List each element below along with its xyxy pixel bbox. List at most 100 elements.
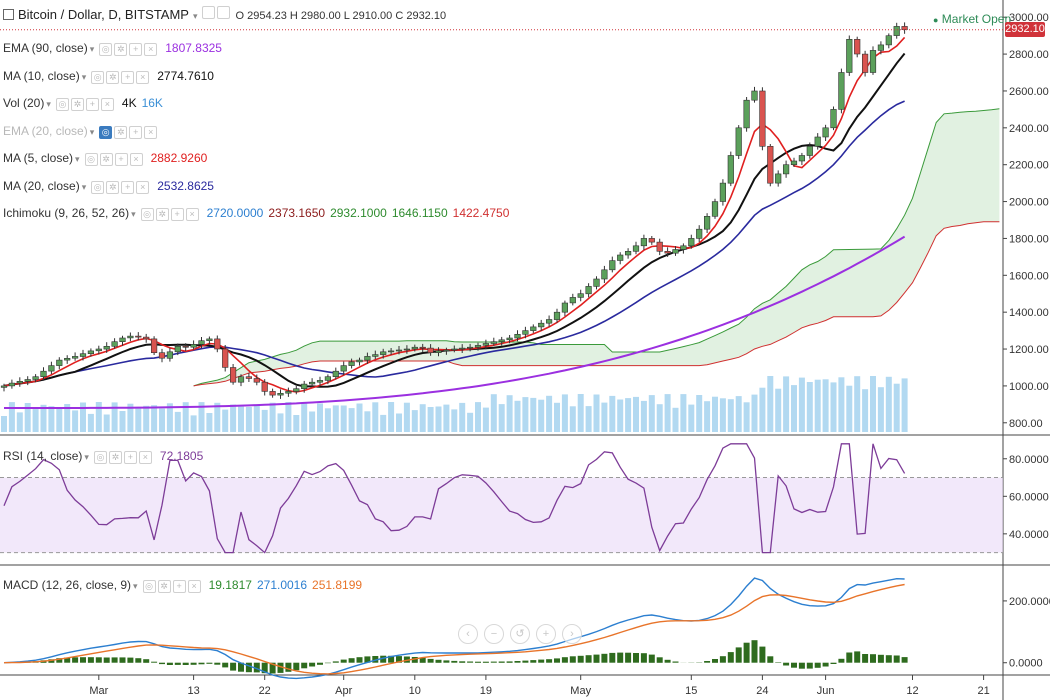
add-icon[interactable]: + bbox=[170, 208, 184, 222]
volume-bar bbox=[72, 410, 79, 432]
add-icon[interactable]: + bbox=[121, 70, 135, 84]
eye-icon[interactable]: ◎ bbox=[55, 98, 69, 112]
indicator-legend[interactable]: Ichimoku (9, 26, 52, 26) ▾ ◎ ✲ + × 2720.0000 23… bbox=[3, 205, 514, 222]
eye-icon[interactable]: ◎ bbox=[140, 208, 154, 222]
macd-histogram-bar bbox=[159, 662, 165, 665]
indicator-legend[interactable]: MA (10, close) ▾ ◎ ✲ + × 2774.7610 bbox=[3, 68, 219, 85]
settings-icon[interactable]: ✲ bbox=[157, 580, 171, 594]
settings-icon[interactable]: ✲ bbox=[114, 43, 128, 57]
volume-bar bbox=[727, 399, 734, 432]
macd-histogram-bar bbox=[87, 657, 94, 663]
close-icon[interactable]: × bbox=[187, 580, 201, 594]
settings-icon[interactable] bbox=[216, 6, 230, 19]
scroll-left-icon[interactable]: ‹ bbox=[458, 624, 478, 644]
close-icon[interactable]: × bbox=[144, 43, 158, 57]
candle-body bbox=[293, 388, 300, 392]
macd-histogram-bar bbox=[127, 657, 134, 663]
candle-body bbox=[601, 269, 608, 280]
close-icon[interactable]: × bbox=[100, 98, 114, 112]
volume-bar bbox=[798, 377, 805, 432]
macd-value: 19.1817 bbox=[208, 578, 252, 592]
candle-body bbox=[585, 286, 592, 295]
close-icon[interactable]: × bbox=[185, 208, 199, 222]
indicator-legend[interactable]: Vol (20) ▾ ◎ ✲ + × 4K 16K bbox=[3, 95, 168, 112]
settings-icon[interactable]: ✲ bbox=[155, 208, 169, 222]
macd-histogram-bar bbox=[585, 655, 592, 663]
chevron-down-icon[interactable]: ▾ bbox=[89, 44, 95, 54]
chevron-down-icon[interactable]: ▾ bbox=[75, 154, 80, 164]
indicator-legend[interactable]: EMA (90, close) ▾ ◎ ✲ + × 1807.8325 bbox=[3, 40, 227, 57]
macd-histogram-bar bbox=[427, 658, 434, 663]
eye-icon[interactable]: ◎ bbox=[93, 451, 107, 465]
candle-body bbox=[885, 35, 892, 46]
chevron-down-icon[interactable]: ▾ bbox=[81, 71, 87, 82]
macd-histogram-bar bbox=[506, 661, 513, 663]
volume-bar bbox=[427, 407, 434, 432]
candle-body bbox=[435, 350, 442, 353]
volume-bar bbox=[364, 411, 371, 432]
scroll-right-icon[interactable]: › bbox=[562, 624, 582, 644]
volume-bar bbox=[862, 389, 869, 432]
eye-icon[interactable]: ◎ bbox=[142, 580, 156, 594]
indicator-legend[interactable]: MA (5, close) ▾ ◎ ✲ + × 2882.9260 bbox=[3, 150, 212, 167]
volume-bar bbox=[577, 394, 584, 432]
candle-body bbox=[830, 109, 837, 129]
volume-bar bbox=[309, 411, 316, 432]
settings-icon[interactable]: ✲ bbox=[99, 153, 113, 167]
volume-bar bbox=[522, 397, 529, 432]
close-icon[interactable]: × bbox=[136, 180, 150, 194]
close-icon[interactable]: × bbox=[129, 153, 143, 167]
rsi-legend[interactable]: RSI (14, close) ▾ ◎ ✲ + × 72.1805 bbox=[3, 449, 204, 465]
indicator-legend[interactable]: EMA (20, close) ▾ ◎ ✲ + × bbox=[3, 123, 165, 140]
eye-icon[interactable]: ◎ bbox=[99, 43, 113, 57]
volume-bar bbox=[119, 411, 126, 432]
add-icon[interactable]: + bbox=[129, 43, 143, 57]
volume-bar bbox=[475, 402, 481, 432]
eye-icon[interactable]: ◎ bbox=[84, 153, 98, 167]
reset-icon[interactable]: ↺ bbox=[510, 624, 530, 644]
candle-body bbox=[135, 335, 142, 338]
collapse-icon[interactable] bbox=[3, 9, 14, 20]
indicator-legend[interactable]: MA (20, close) ▾ ◎ ✲ + × 2532.8625 bbox=[3, 178, 219, 195]
candle-body bbox=[609, 260, 616, 271]
macd-legend[interactable]: MACD (12, 26, close, 9) ▾ ◎ ✲ + × 19.1817 271.0… bbox=[3, 577, 367, 594]
add-icon[interactable]: + bbox=[172, 580, 186, 594]
eye-icon[interactable]: ◎ bbox=[99, 125, 113, 139]
candle-body bbox=[364, 356, 371, 361]
zoom-out-icon[interactable]: − bbox=[484, 624, 504, 644]
chevron-down-icon[interactable]: ▾ bbox=[81, 181, 87, 192]
macd-histogram-bar bbox=[798, 662, 805, 669]
symbol-title[interactable]: Bitcoin / Dollar, D, BITSTAMP ▾ O 2954.23 … bbox=[3, 6, 446, 22]
macd-histogram-bar bbox=[182, 662, 189, 665]
settings-icon[interactable]: ✲ bbox=[108, 451, 122, 465]
title-buttons[interactable] bbox=[201, 6, 230, 22]
volume-bar bbox=[498, 404, 505, 432]
chevron-down-icon[interactable]: ▾ bbox=[131, 209, 136, 219]
add-icon[interactable]: + bbox=[114, 153, 128, 167]
close-icon[interactable]: × bbox=[136, 70, 150, 84]
chevron-down-icon[interactable]: ▾ bbox=[89, 126, 95, 137]
candle-body bbox=[703, 216, 711, 230]
eye-icon[interactable]: ◎ bbox=[91, 180, 105, 194]
volume-bar bbox=[64, 404, 71, 432]
chevron-down-icon[interactable]: ▾ bbox=[46, 99, 51, 109]
zoom-in-icon[interactable]: + bbox=[536, 624, 556, 644]
settings-icon[interactable]: ✲ bbox=[70, 98, 84, 112]
settings-icon[interactable]: ✲ bbox=[114, 125, 128, 139]
volume-bar bbox=[411, 410, 418, 432]
add-icon[interactable]: + bbox=[123, 451, 137, 465]
symbol-name: Bitcoin / Dollar, D, BITSTAMP bbox=[18, 7, 189, 22]
close-icon[interactable]: × bbox=[138, 451, 152, 465]
close-icon[interactable]: × bbox=[144, 125, 158, 139]
add-icon[interactable]: + bbox=[129, 125, 143, 139]
volume-bar bbox=[735, 396, 742, 432]
add-icon[interactable]: + bbox=[121, 180, 135, 194]
eye-icon[interactable]: ◎ bbox=[91, 70, 105, 84]
settings-icon[interactable] bbox=[201, 6, 215, 19]
add-icon[interactable]: + bbox=[85, 98, 99, 112]
settings-icon[interactable]: ✲ bbox=[106, 180, 120, 194]
volume-bar bbox=[222, 409, 229, 432]
settings-icon[interactable]: ✲ bbox=[106, 70, 120, 84]
